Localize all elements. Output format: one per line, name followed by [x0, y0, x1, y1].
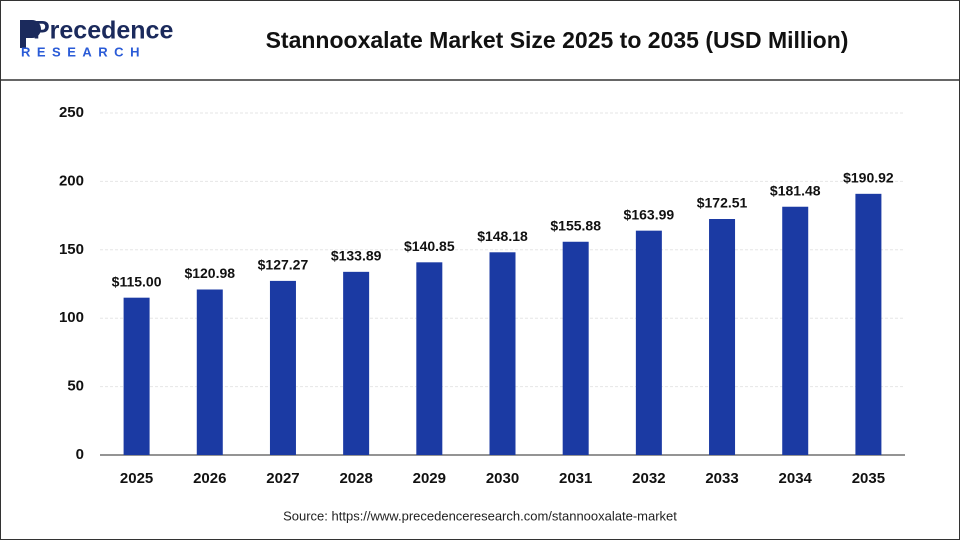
x-tick-label: 2034	[779, 470, 813, 487]
logo-icon	[20, 20, 41, 48]
x-tick-label: 2031	[559, 470, 592, 487]
logo-name: Precedence	[33, 17, 173, 45]
bar	[269, 280, 296, 455]
y-tick-label: 50	[67, 378, 84, 395]
x-tick-label: 2029	[413, 470, 446, 487]
value-label: $127.27	[258, 257, 309, 273]
x-tick-label: 2028	[339, 470, 372, 487]
x-tick-label: 2027	[266, 470, 299, 487]
value-label: $163.99	[624, 206, 675, 222]
y-tick-label: 250	[59, 104, 84, 121]
source: Source: https://www.precedenceresearch.c…	[283, 508, 677, 523]
bar	[123, 297, 150, 455]
x-tick-label: 2035	[852, 470, 885, 487]
value-label: $120.98	[184, 265, 235, 281]
bar	[562, 241, 589, 455]
value-label: $155.88	[550, 217, 601, 233]
chart-title: Stannooxalate Market Size 2025 to 2035 (…	[266, 27, 849, 53]
bar	[196, 289, 223, 455]
bar	[343, 271, 370, 455]
value-label: $133.89	[331, 248, 382, 264]
bar	[782, 206, 809, 455]
bar	[416, 262, 443, 455]
logo-tagline: RESEARCH	[21, 44, 146, 59]
bar	[855, 193, 882, 455]
value-label: $148.18	[477, 228, 528, 244]
x-tick-label: 2030	[486, 470, 519, 487]
value-label: $190.92	[843, 170, 894, 186]
logo: Precedence RESEARCH	[20, 17, 173, 59]
bar	[635, 230, 662, 455]
y-tick-label: 0	[76, 446, 84, 463]
x-tick-label: 2025	[120, 470, 153, 487]
value-label: $140.85	[404, 238, 455, 254]
value-label: $181.48	[770, 182, 821, 198]
y-tick-label: 150	[59, 241, 84, 258]
bar	[489, 252, 516, 455]
x-tick-label: 2032	[632, 470, 665, 487]
x-tick-label: 2026	[193, 470, 226, 487]
value-label: $172.51	[697, 195, 748, 211]
y-tick-label: 100	[59, 309, 84, 326]
y-tick-label: 200	[59, 172, 84, 189]
bar	[709, 219, 736, 455]
x-tick-label: 2033	[705, 470, 738, 487]
value-label: $115.00	[112, 273, 162, 289]
